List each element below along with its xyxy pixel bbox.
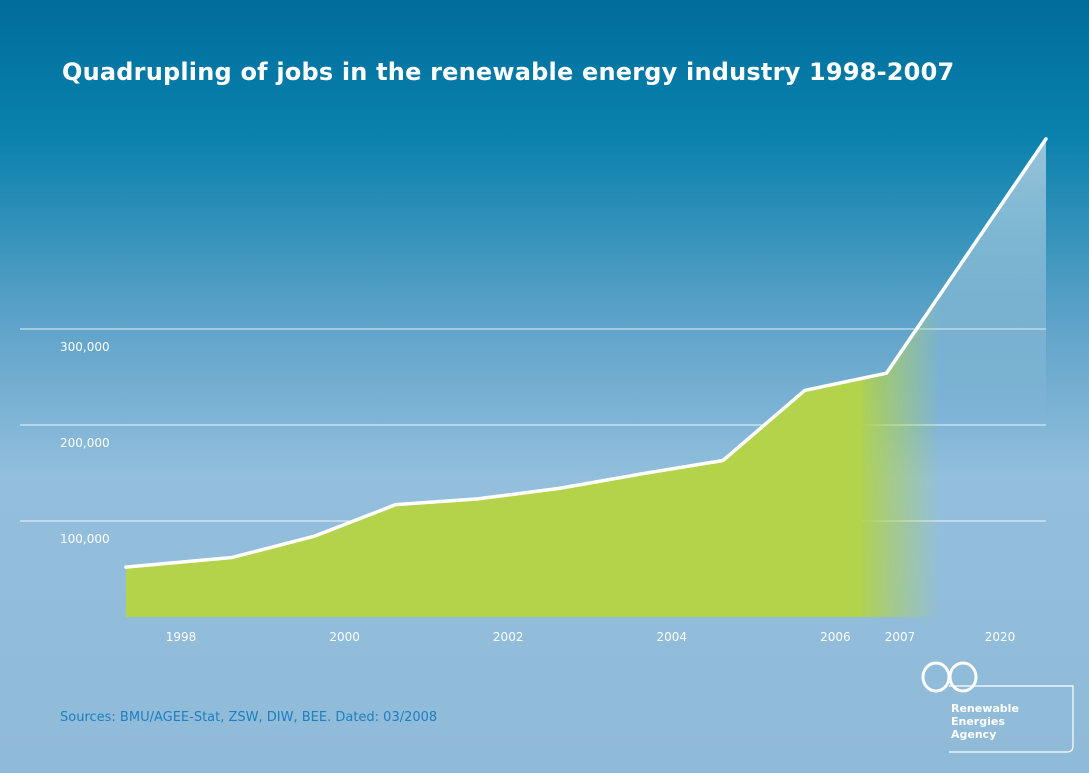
jobs-area [126,294,940,617]
logo-line-1: Renewable [951,702,1019,715]
x-tick-label: 2000 [329,630,360,644]
y-tick-label: 300,000 [60,340,110,354]
logo-frame [921,661,1074,753]
logo-text: Renewable Energies Agency [951,702,1019,741]
agency-logo: Renewable Energies Agency [918,660,1078,760]
x-tick-label: 2002 [493,630,524,644]
source-note: Sources: BMU/AGEE-Stat, ZSW, DIW, BEE. D… [60,710,438,725]
infinity-icon [921,661,978,693]
x-tick-label: 2007 [885,630,916,644]
x-tick-label: 2006 [820,630,851,644]
x-tick-label: 2020 [985,630,1016,644]
x-tick-label: 1998 [166,630,197,644]
x-tick-label: 2004 [657,630,688,644]
chart-title: Quadrupling of jobs in the renewable ene… [62,58,955,86]
y-tick-label: 100,000 [60,532,110,546]
logo-line-2: Energies [951,715,1005,728]
y-tick-label: 200,000 [60,436,110,450]
logo-line-3: Agency [951,728,997,741]
